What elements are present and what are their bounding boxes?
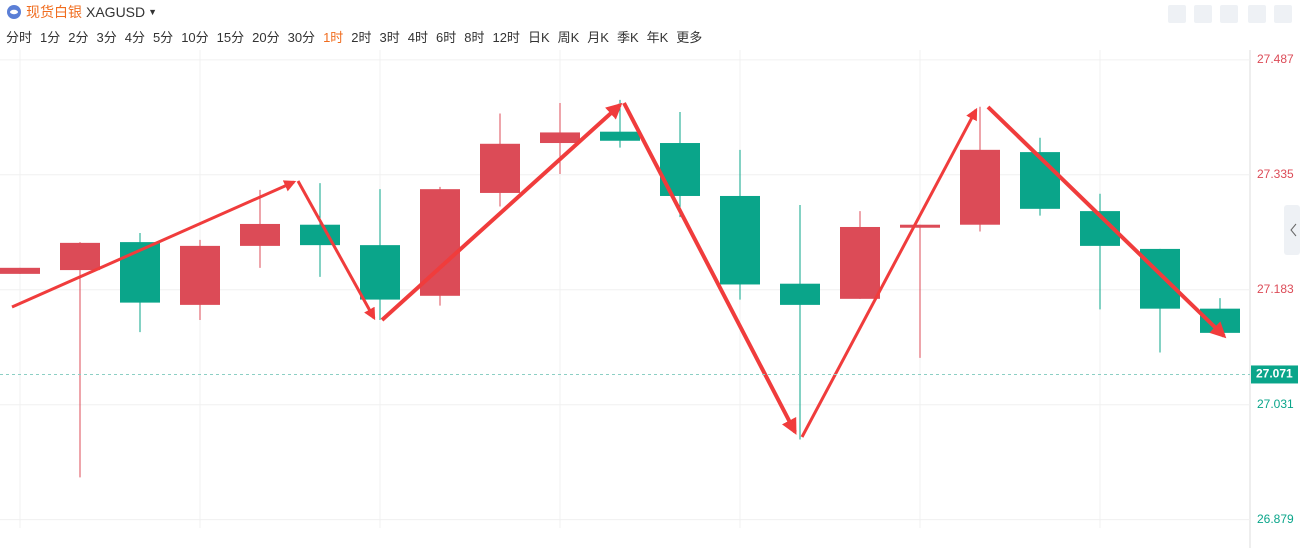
y-tick-label: 27.335: [1257, 167, 1294, 181]
symbol-icon: [7, 5, 21, 19]
current-price-label: 27.071: [1256, 367, 1293, 381]
candle-body: [780, 283, 820, 305]
timeframe[interactable]: 1时: [323, 30, 344, 45]
timeframe[interactable]: 10分: [181, 30, 209, 45]
timeframe[interactable]: 20分: [252, 30, 280, 45]
candle-body: [480, 143, 520, 193]
candle-body: [900, 224, 940, 228]
candle-body: [0, 267, 40, 274]
y-tick-label: 27.031: [1257, 397, 1294, 411]
candle-body: [600, 131, 640, 141]
window-icons[interactable]: [1248, 5, 1292, 23]
timeframe[interactable]: 分时: [6, 30, 33, 45]
timeframe-bar: 分时 1分 2分 3分 4分 5分 10分 15分 20分 30分 1时 2时 3时 4时 6时 8时 12时日…: [6, 27, 710, 46]
timeframe[interactable]: 日K: [527, 30, 550, 45]
candle-body: [300, 224, 340, 246]
timeframe[interactable]: 季K: [616, 30, 639, 45]
timeframe[interactable]: 8时: [464, 30, 485, 45]
timeframe[interactable]: 4时: [407, 30, 428, 45]
tool-icons[interactable]: [1168, 5, 1238, 23]
timeframe[interactable]: 2时: [351, 30, 372, 45]
symbol-name: 现货白银: [26, 4, 82, 20]
timeframe[interactable]: 周K: [557, 30, 580, 45]
current-price-tag: [1251, 365, 1298, 384]
y-tick-label: 27.487: [1257, 52, 1294, 66]
timeframe[interactable]: 3时: [379, 30, 400, 45]
candle-body: [240, 223, 280, 246]
symbol-header[interactable]: 现货白银 XAGUSD ▼: [6, 3, 157, 21]
candle-body: [360, 245, 400, 300]
timeframe[interactable]: 3分: [96, 30, 117, 45]
timeframe[interactable]: 15分: [216, 30, 245, 45]
timeframe[interactable]: 月K: [587, 30, 609, 45]
candle-body: [540, 132, 580, 144]
y-tick-label: 26.879: [1257, 512, 1294, 526]
timeframe[interactable]: 2分: [68, 30, 89, 45]
candle-body: [720, 195, 760, 285]
candle-body: [180, 245, 220, 305]
timeframe[interactable]: 更多: [676, 30, 703, 45]
candle-body: [960, 149, 1000, 225]
timeframe[interactable]: 4分: [124, 30, 145, 45]
timeframe[interactable]: 5分: [152, 30, 174, 45]
y-tick-label: 27.183: [1257, 282, 1294, 296]
candle-body: [840, 226, 880, 299]
candle-body: [1020, 152, 1060, 209]
trend-arrows: [11, 102, 1227, 438]
symbol-code: XAGUSD: [86, 4, 146, 20]
candle-body: [120, 242, 160, 303]
timeframe[interactable]: 年K: [646, 30, 669, 45]
timeframe[interactable]: 1分: [40, 30, 61, 45]
timeframe[interactable]: 12时: [492, 30, 520, 45]
timeframe[interactable]: 30分: [287, 30, 316, 45]
candle-body: [60, 242, 100, 271]
timeframe[interactable]: 6时: [436, 30, 457, 45]
collapse-tab[interactable]: [1284, 205, 1300, 255]
